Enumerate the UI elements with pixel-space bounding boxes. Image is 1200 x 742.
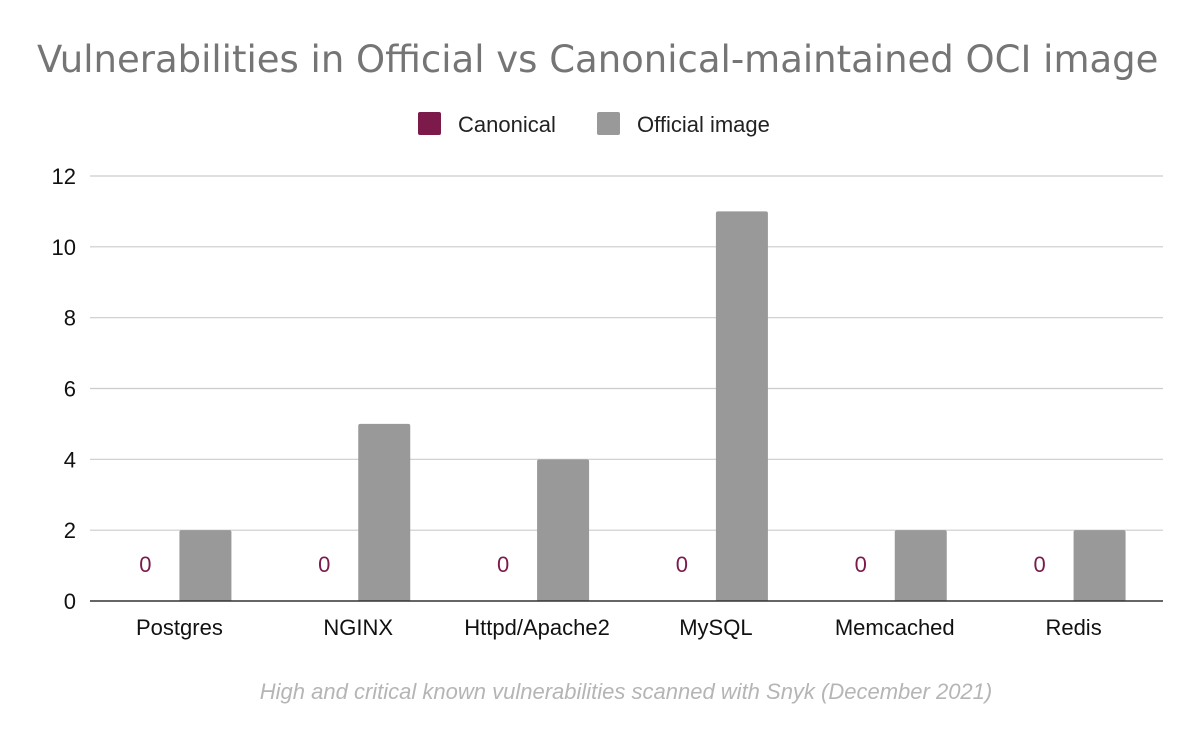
bar-official-image: [715, 211, 768, 601]
x-category-label: MySQL: [679, 615, 752, 640]
legend-swatch: [418, 112, 441, 135]
legend-label: Canonical: [458, 112, 556, 137]
data-label-canonical: 0: [318, 552, 330, 577]
x-category-label: Httpd/Apache2: [464, 615, 610, 640]
data-label-canonical: 0: [676, 552, 688, 577]
gridlines: [90, 175, 1163, 531]
bar-official-image: [1073, 530, 1126, 601]
data-label-canonical: 0: [1033, 552, 1045, 577]
data-label-canonical: 0: [497, 552, 509, 577]
x-category-label: Postgres: [136, 615, 223, 640]
chart-title: Vulnerabilities in Official vs Canonical…: [37, 38, 1158, 81]
bar-official-image: [537, 459, 590, 601]
legend-label: Official image: [637, 112, 770, 137]
x-axis-category-labels: Postgres NGINX Httpd/Apache2 MySQL Memcached…: [136, 615, 1102, 640]
y-tick-label: 4: [64, 447, 76, 472]
legend-swatch: [597, 112, 620, 135]
x-category-label: NGINX: [323, 615, 393, 640]
legend: Canonical Official image: [418, 112, 770, 137]
y-tick-label: 0: [64, 589, 76, 614]
y-tick-label: 6: [64, 377, 76, 402]
data-labels: 0 0 0 0 0 0: [139, 552, 1045, 577]
data-label-canonical: 0: [855, 552, 867, 577]
chart-footnote: High and critical known vulnerabilities …: [260, 679, 992, 704]
y-tick-label: 10: [52, 235, 76, 260]
y-tick-label: 12: [52, 164, 76, 189]
y-axis-tick-labels: 0 2 4 6 8 10 12: [52, 164, 76, 614]
bar-official-image: [358, 423, 411, 601]
bar-official-image: [894, 530, 947, 601]
bars: [179, 211, 1126, 601]
bar-official-image: [179, 530, 232, 601]
data-label-canonical: 0: [139, 552, 151, 577]
y-tick-label: 2: [64, 518, 76, 543]
x-category-label: Memcached: [835, 615, 955, 640]
y-tick-label: 8: [64, 306, 76, 331]
x-category-label: Redis: [1045, 615, 1101, 640]
